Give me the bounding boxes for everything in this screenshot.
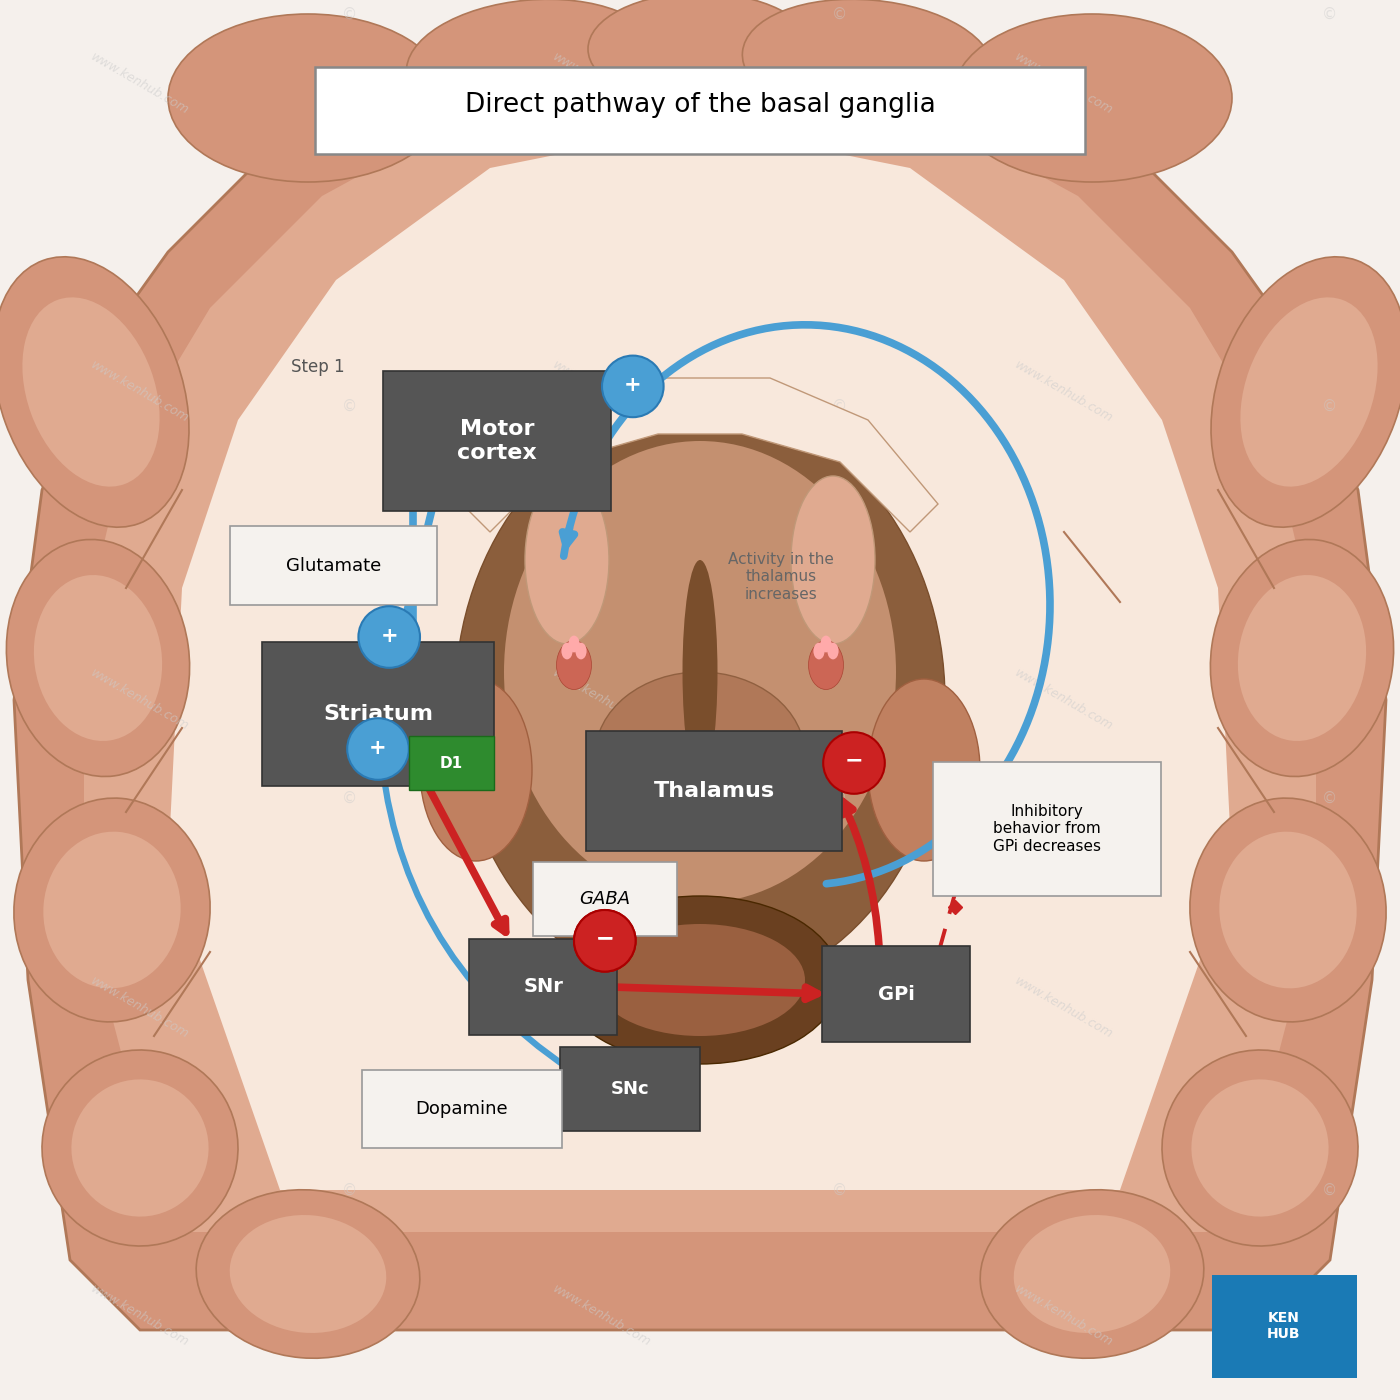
FancyBboxPatch shape — [822, 946, 970, 1042]
Ellipse shape — [455, 406, 945, 994]
Text: ©: © — [833, 399, 847, 413]
Text: Thalamus: Thalamus — [654, 781, 774, 801]
Ellipse shape — [22, 297, 160, 487]
Text: www.kenhub.com: www.kenhub.com — [1012, 358, 1116, 426]
Text: Glutamate: Glutamate — [286, 557, 381, 574]
Text: www.kenhub.com: www.kenhub.com — [550, 1282, 654, 1350]
Text: www.kenhub.com: www.kenhub.com — [550, 974, 654, 1042]
Text: −: − — [844, 750, 864, 770]
Ellipse shape — [43, 832, 181, 988]
Text: ©: © — [343, 791, 357, 805]
Ellipse shape — [71, 1079, 209, 1217]
Polygon shape — [84, 84, 1316, 1232]
Ellipse shape — [504, 441, 896, 903]
FancyBboxPatch shape — [409, 736, 494, 790]
Text: GPi: GPi — [878, 984, 914, 1004]
Ellipse shape — [561, 643, 573, 659]
Ellipse shape — [595, 924, 805, 1036]
Text: www.kenhub.com: www.kenhub.com — [88, 50, 192, 118]
FancyBboxPatch shape — [585, 731, 841, 851]
Ellipse shape — [557, 641, 591, 690]
Ellipse shape — [560, 896, 840, 1064]
FancyBboxPatch shape — [932, 762, 1162, 896]
Text: +: + — [381, 626, 398, 645]
Ellipse shape — [813, 643, 825, 659]
Circle shape — [574, 910, 636, 972]
Ellipse shape — [1190, 798, 1386, 1022]
Text: www.kenhub.com: www.kenhub.com — [88, 974, 192, 1042]
Circle shape — [347, 718, 409, 780]
FancyBboxPatch shape — [469, 939, 617, 1035]
Ellipse shape — [1240, 297, 1378, 487]
Ellipse shape — [34, 575, 162, 741]
FancyBboxPatch shape — [560, 1047, 700, 1131]
Text: −: − — [595, 928, 615, 948]
Ellipse shape — [420, 679, 532, 861]
Ellipse shape — [14, 798, 210, 1022]
FancyBboxPatch shape — [315, 67, 1085, 154]
Text: ©: © — [343, 1183, 357, 1197]
Text: Direct pathway of the basal ganglia: Direct pathway of the basal ganglia — [465, 92, 935, 118]
Polygon shape — [462, 378, 938, 532]
Text: Motor
cortex: Motor cortex — [458, 420, 536, 462]
Text: ©: © — [1323, 399, 1337, 413]
Text: Inhibitory
behavior from
GPi decreases: Inhibitory behavior from GPi decreases — [993, 804, 1102, 854]
Ellipse shape — [568, 636, 580, 652]
Text: Striatum: Striatum — [323, 704, 433, 724]
Ellipse shape — [980, 1190, 1204, 1358]
Text: www.kenhub.com: www.kenhub.com — [1012, 50, 1116, 118]
Text: www.kenhub.com: www.kenhub.com — [1012, 666, 1116, 734]
Ellipse shape — [1014, 1215, 1170, 1333]
Text: www.kenhub.com: www.kenhub.com — [88, 358, 192, 426]
Ellipse shape — [0, 256, 189, 528]
Ellipse shape — [230, 1215, 386, 1333]
Text: +: + — [624, 375, 641, 395]
Text: SNr: SNr — [524, 977, 563, 997]
Ellipse shape — [1238, 575, 1366, 741]
Text: KEN
HUB: KEN HUB — [1267, 1310, 1301, 1341]
Text: www.kenhub.com: www.kenhub.com — [88, 666, 192, 734]
Circle shape — [823, 732, 885, 794]
Polygon shape — [168, 126, 1232, 1190]
Text: www.kenhub.com: www.kenhub.com — [550, 50, 654, 118]
Text: www.kenhub.com: www.kenhub.com — [550, 358, 654, 426]
Ellipse shape — [742, 0, 994, 127]
Ellipse shape — [868, 679, 980, 861]
Ellipse shape — [168, 14, 448, 182]
Ellipse shape — [683, 560, 717, 784]
Text: Dopamine: Dopamine — [416, 1100, 508, 1117]
Text: SNc: SNc — [610, 1081, 650, 1098]
Text: www.kenhub.com: www.kenhub.com — [1012, 1282, 1116, 1350]
Ellipse shape — [1211, 539, 1393, 777]
Text: Step 1: Step 1 — [291, 358, 344, 375]
Text: ©: © — [833, 1183, 847, 1197]
Circle shape — [358, 606, 420, 668]
FancyBboxPatch shape — [361, 1070, 563, 1148]
Text: −: − — [595, 928, 615, 948]
Text: GABA: GABA — [580, 890, 630, 907]
FancyBboxPatch shape — [382, 371, 610, 511]
Ellipse shape — [1191, 1079, 1329, 1217]
Ellipse shape — [406, 0, 658, 127]
Ellipse shape — [809, 641, 843, 690]
Ellipse shape — [952, 14, 1232, 182]
Ellipse shape — [595, 672, 805, 840]
Ellipse shape — [7, 539, 189, 777]
Ellipse shape — [1211, 256, 1400, 528]
FancyBboxPatch shape — [1212, 1275, 1357, 1378]
Ellipse shape — [575, 643, 587, 659]
Ellipse shape — [588, 0, 812, 105]
FancyBboxPatch shape — [532, 862, 678, 937]
Text: www.kenhub.com: www.kenhub.com — [550, 666, 654, 734]
Text: Activity in the
thalamus
increases: Activity in the thalamus increases — [728, 552, 834, 602]
Ellipse shape — [827, 643, 839, 659]
Text: ©: © — [1323, 791, 1337, 805]
Ellipse shape — [196, 1190, 420, 1358]
Polygon shape — [14, 35, 1386, 1330]
Text: www.kenhub.com: www.kenhub.com — [88, 1282, 192, 1350]
Ellipse shape — [1219, 832, 1357, 988]
Text: +: + — [370, 738, 386, 757]
Text: ©: © — [833, 7, 847, 21]
Ellipse shape — [791, 476, 875, 644]
